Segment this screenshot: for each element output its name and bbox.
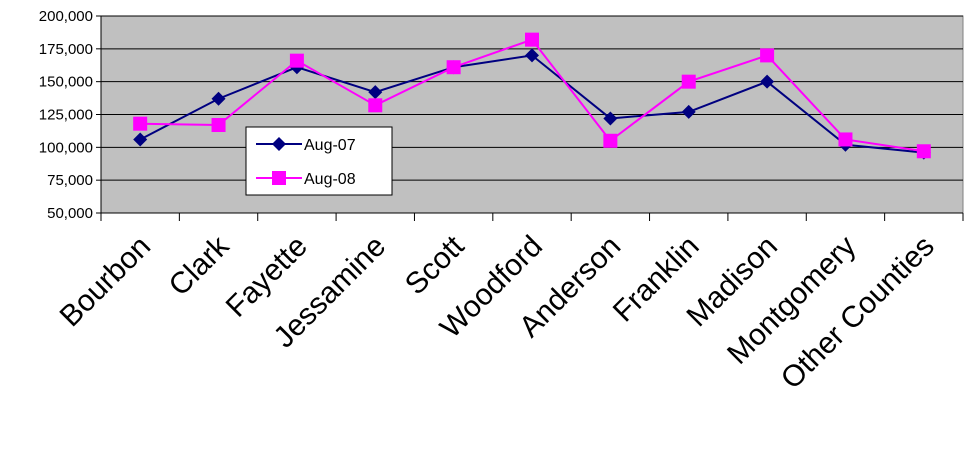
data-point-0-1 [211, 91, 226, 106]
data-point-1-1 [211, 118, 226, 133]
y-tick-label: 150,000 [39, 74, 93, 91]
x-tick-label: Bourbon [54, 230, 158, 334]
data-point-1-4 [446, 60, 461, 75]
data-point-1-8 [760, 48, 775, 63]
data-point-1-2 [289, 53, 304, 68]
data-point-0-8 [760, 74, 775, 89]
y-tick-label: 200,000 [39, 8, 93, 25]
data-point-0-7 [681, 104, 696, 119]
data-point-1-3 [368, 98, 383, 113]
legend-box [245, 126, 393, 196]
x-tick-label: Scott [399, 229, 471, 301]
y-tick-label: 75,000 [47, 172, 93, 189]
data-point-0-0 [133, 132, 148, 147]
y-tick-label: 100,000 [39, 139, 93, 156]
data-point-0-5 [525, 48, 539, 63]
data-point-1-0 [133, 116, 148, 131]
legend-entry-label: Aug-08 [304, 171, 356, 188]
data-point-0-6 [603, 111, 618, 126]
y-tick-label: 175,000 [39, 41, 93, 58]
y-tick-label: 125,000 [39, 107, 93, 124]
data-point-0-3 [368, 85, 383, 100]
data-point-1-6 [603, 133, 618, 148]
series-markers [133, 32, 931, 160]
x-tick-label: Clark [163, 229, 237, 303]
legend-swatch-marker [272, 137, 286, 151]
data-point-1-7 [681, 74, 696, 89]
y-tick-label: 50,000 [47, 205, 93, 222]
data-point-1-5 [525, 32, 539, 47]
legend-entry-label: Aug-07 [304, 137, 356, 154]
legend-swatch-marker [272, 171, 286, 185]
data-point-1-10 [916, 144, 931, 159]
data-point-1-9 [838, 132, 853, 147]
legend: Aug-07 Aug-08 [245, 126, 393, 196]
